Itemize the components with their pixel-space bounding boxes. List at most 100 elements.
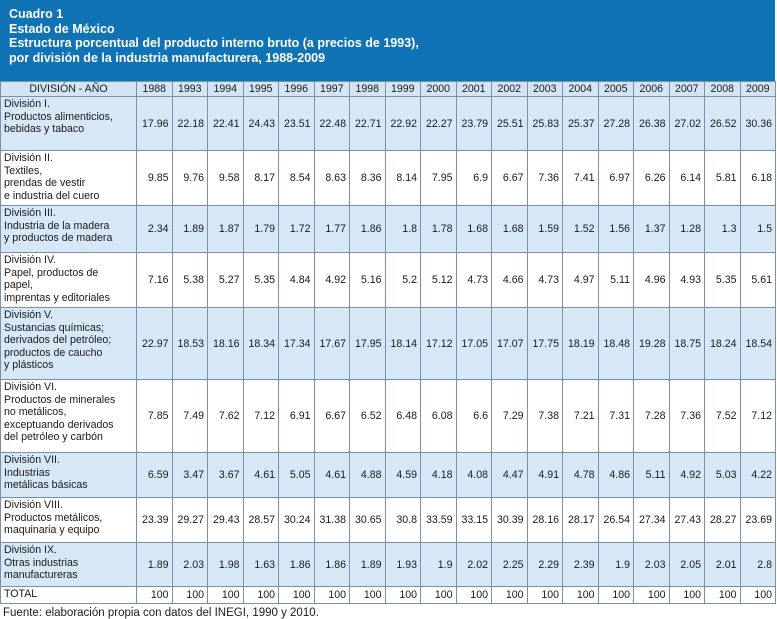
value-cell: 5.03 <box>704 452 741 498</box>
value-cell: 1.63 <box>242 542 279 587</box>
table-row: División IX. Otras industrias manufacturer… <box>0 542 776 587</box>
value-cell: 22.97 <box>136 307 173 380</box>
value-cell: 17.12 <box>420 307 457 380</box>
value-cell: 7.36 <box>526 150 563 206</box>
year-header: 2008 <box>704 81 741 97</box>
value-cell: 6.26 <box>633 150 670 206</box>
total-cell: 100 <box>278 586 315 604</box>
total-cell: 100 <box>313 586 350 604</box>
division-label-line: no metálicos, <box>4 406 67 419</box>
value-cell: 26.38 <box>633 96 670 151</box>
value-cell: 4.61 <box>242 452 279 498</box>
value-cell: 6.48 <box>384 379 421 453</box>
value-cell: 7.12 <box>242 379 279 453</box>
value-cell: 7.49 <box>171 379 208 453</box>
value-cell: 4.73 <box>526 252 563 308</box>
value-cell: 1.37 <box>633 205 670 253</box>
value-cell: 4.78 <box>562 452 599 498</box>
table-body: División I. Productos alimenticios, bebida… <box>0 96 776 604</box>
table-row: División II. Textiles, prendas de vestir e … <box>0 150 776 206</box>
year-header: 2005 <box>597 81 634 97</box>
division-label: División IV. Papel, productos de papel, imp… <box>0 252 137 308</box>
value-cell: 2.01 <box>704 542 741 587</box>
value-cell: 25.37 <box>562 96 599 151</box>
value-cell: 1.28 <box>668 205 705 253</box>
table-row: División III. Industria de la madera y pro… <box>0 205 776 253</box>
value-cell: 23.79 <box>455 96 492 151</box>
value-cell: 7.21 <box>562 379 599 453</box>
year-header: 2000 <box>420 81 457 97</box>
caption-number: Cuadro 1 <box>9 7 64 21</box>
division-label-line: maquinaria y equipo <box>4 524 100 537</box>
table-row: División VII. Industrias metálicas básicas… <box>0 452 776 498</box>
value-cell: 1.87 <box>207 205 244 253</box>
header-row: DIVISIÓN - AÑO 1988 1993 1994 1995 1996 1997 1… <box>0 81 776 97</box>
division-label: División IX. Otras industrias manufacturer… <box>0 542 137 587</box>
value-cell: 17.67 <box>313 307 350 380</box>
value-cell: 17.75 <box>526 307 563 380</box>
year-header: 1988 <box>136 81 173 97</box>
value-cell: 1.89 <box>349 542 386 587</box>
value-cell: 1.68 <box>455 205 492 253</box>
division-label-line: e industria del cuero <box>4 189 100 202</box>
corner-header: DIVISIÓN - AÑO <box>0 81 137 97</box>
value-cell: 1.98 <box>207 542 244 587</box>
value-cell: 30.8 <box>384 497 421 543</box>
caption-subtitle: por división de la industria manufacture… <box>9 50 326 65</box>
value-cell: 2.03 <box>171 542 208 587</box>
value-cell: 3.47 <box>171 452 208 498</box>
value-cell: 6.14 <box>668 150 705 206</box>
value-cell: 6.67 <box>491 150 528 206</box>
table-row: División IV. Papel, productos de papel, imp… <box>0 252 776 308</box>
value-cell: 17.05 <box>455 307 492 380</box>
value-cell: 1.86 <box>349 205 386 253</box>
value-cell: 7.38 <box>526 379 563 453</box>
division-label-line: División IX. <box>4 544 57 556</box>
division-label-line: Productos metálicos, <box>4 511 103 524</box>
total-cell: 100 <box>633 586 670 604</box>
value-cell: 28.16 <box>526 497 563 543</box>
value-cell: 1.9 <box>420 542 457 587</box>
value-cell: 6.91 <box>278 379 315 453</box>
year-header: 1997 <box>313 81 350 97</box>
value-cell: 23.51 <box>278 96 315 151</box>
value-cell: 18.48 <box>597 307 634 380</box>
year-header: 2004 <box>562 81 599 97</box>
value-cell: 5.38 <box>171 252 208 308</box>
value-cell: 6.9 <box>455 150 492 206</box>
division-label-line: Otras industrias <box>4 556 79 569</box>
division-label: División I. Productos alimenticios, bebida… <box>0 96 137 151</box>
total-label: TOTAL <box>0 586 137 604</box>
division-label-line: División III. <box>4 207 56 219</box>
value-cell: 1.52 <box>562 205 599 253</box>
value-cell: 4.92 <box>668 452 705 498</box>
year-header: 1998 <box>349 81 386 97</box>
value-cell: 6.52 <box>349 379 386 453</box>
total-cell: 100 <box>562 586 599 604</box>
total-cell: 100 <box>491 586 528 604</box>
division-label-line: Textiles, <box>4 164 43 177</box>
value-cell: 28.57 <box>242 497 279 543</box>
value-cell: 29.43 <box>207 497 244 543</box>
division-label: División VII. Industrias metálicas básicas <box>0 452 137 498</box>
value-cell: 2.39 <box>562 542 599 587</box>
value-cell: 2.02 <box>455 542 492 587</box>
value-cell: 1.5 <box>739 205 776 253</box>
total-cell: 100 <box>597 586 634 604</box>
value-cell: 4.73 <box>455 252 492 308</box>
value-cell: 7.12 <box>739 379 776 453</box>
value-cell: 27.34 <box>633 497 670 543</box>
division-label-line: División VIII. <box>4 499 63 511</box>
value-cell: 1.3 <box>704 205 741 253</box>
value-cell: 17.96 <box>136 96 173 151</box>
value-cell: 2.05 <box>668 542 705 587</box>
value-cell: 30.65 <box>349 497 386 543</box>
value-cell: 1.56 <box>597 205 634 253</box>
value-cell: 7.85 <box>136 379 173 453</box>
total-cell: 100 <box>526 586 563 604</box>
division-label-line: División VI. <box>4 381 57 393</box>
value-cell: 4.61 <box>313 452 350 498</box>
value-cell: 1.8 <box>384 205 421 253</box>
total-cell: 100 <box>136 586 173 604</box>
value-cell: 18.54 <box>739 307 776 380</box>
